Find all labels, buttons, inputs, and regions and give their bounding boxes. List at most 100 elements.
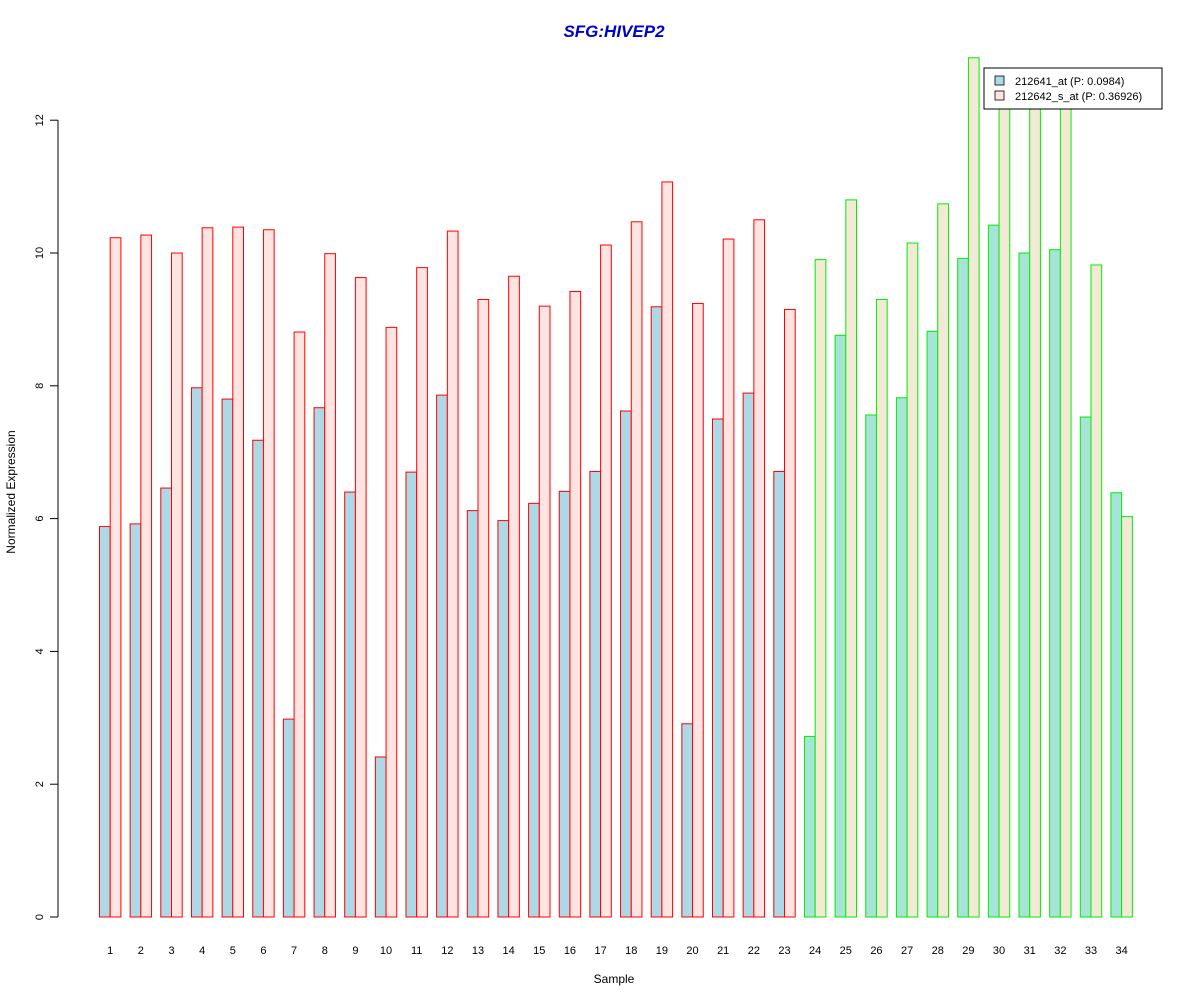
bar-212642-s-at xyxy=(140,234,153,918)
bar-212641-at xyxy=(282,718,295,918)
bar-212642-s-at xyxy=(1090,264,1103,918)
bar-212642-s-at xyxy=(508,275,520,918)
bar-212641-at xyxy=(681,723,694,918)
bar-212642-s-at xyxy=(1029,106,1041,918)
x-tick-label: 22 xyxy=(748,945,760,957)
x-tick-label: 10 xyxy=(380,945,392,957)
legend-label-212641-at: 212641_at (P: 0.0984) xyxy=(1015,76,1124,88)
x-tick-label: 5 xyxy=(230,945,236,957)
bar-212642-s-at xyxy=(416,267,428,918)
bar-212642-s-at xyxy=(569,291,582,918)
x-tick-labels: 1 2 3 4 5 6 7 8 9 10 11 12 13 14 15 16 17 18 19 20 21 22 23 24 2… xyxy=(107,945,1128,957)
x-axis-label: Sample xyxy=(594,972,635,986)
bar-212642-s-at xyxy=(171,252,183,918)
bar-212641-at xyxy=(558,490,571,918)
y-axis: 0 2 4 6 8 10 12 xyxy=(34,114,59,920)
x-tick-label: 17 xyxy=(594,945,606,957)
x-tick-label: 4 xyxy=(199,945,205,957)
bar-212641-at xyxy=(926,330,939,918)
bars-group xyxy=(99,57,1133,918)
x-tick-label: 12 xyxy=(441,945,453,957)
bar-212641-at xyxy=(1079,416,1092,918)
x-tick-label: 8 xyxy=(322,945,328,957)
x-tick-label: 2 xyxy=(138,945,144,957)
legend: 212641_at (P: 0.0984) 212642_s_at (P: 0.… xyxy=(983,67,1163,110)
bar-212641-at xyxy=(466,510,479,918)
bar-212642-s-at xyxy=(477,298,490,918)
x-tick-label: 31 xyxy=(1024,945,1036,957)
legend-label-212642-s-at: 212642_s_at (P: 0.36926) xyxy=(1015,91,1142,103)
x-tick-label: 3 xyxy=(168,945,174,957)
bar-212641-at xyxy=(99,526,111,918)
x-tick-label: 33 xyxy=(1085,945,1097,957)
bar-212642-s-at xyxy=(875,298,888,918)
bar-212642-s-at xyxy=(201,227,214,918)
bar-212642-s-at xyxy=(937,203,949,918)
x-tick-label: 27 xyxy=(901,945,913,957)
bar-212641-at xyxy=(436,394,448,918)
bar-212642-s-at xyxy=(784,308,796,918)
x-tick-label: 29 xyxy=(962,945,974,957)
bar-212641-at xyxy=(497,520,510,918)
bar-212642-s-at xyxy=(967,57,980,918)
legend-box xyxy=(983,67,1163,110)
x-tick-label: 34 xyxy=(1116,945,1128,957)
bar-212642-s-at xyxy=(109,237,122,918)
bar-212642-s-at xyxy=(906,242,919,918)
bar-212641-at xyxy=(834,334,847,918)
x-tick-label: 19 xyxy=(656,945,668,957)
bar-212641-at xyxy=(865,414,877,918)
x-tick-label: 28 xyxy=(932,945,944,957)
bar-212641-at xyxy=(160,487,173,918)
bar-212642-s-at xyxy=(630,221,643,918)
y-tick-label: 2 xyxy=(34,781,46,787)
legend-swatch-212641-at xyxy=(994,75,1005,86)
bar-212642-s-at xyxy=(1059,106,1072,918)
bar-212641-at xyxy=(252,439,264,918)
x-tick-label: 21 xyxy=(717,945,729,957)
x-tick-label: 15 xyxy=(533,945,545,957)
x-tick-label: 14 xyxy=(503,945,515,957)
bar-212641-at xyxy=(803,735,816,918)
bar-212642-s-at xyxy=(692,302,704,918)
bar-212641-at xyxy=(221,398,234,918)
y-tick-label: 0 xyxy=(34,914,46,920)
bar-212642-s-at xyxy=(661,181,674,918)
bar-212641-at xyxy=(313,407,326,918)
bar-212641-at xyxy=(712,418,724,918)
bar-212641-at xyxy=(895,397,908,918)
bar-212641-at xyxy=(620,410,632,918)
bar-212642-s-at xyxy=(722,238,735,918)
x-tick-label: 32 xyxy=(1054,945,1066,957)
bar-212641-at xyxy=(589,470,602,918)
bar-212641-at xyxy=(1018,252,1031,918)
bar-212641-at xyxy=(773,470,785,918)
bar-212641-at xyxy=(1110,492,1123,918)
bar-212642-s-at xyxy=(262,229,275,918)
bar-212641-at xyxy=(957,257,969,918)
x-tick-label: 25 xyxy=(840,945,852,957)
bar-212641-at xyxy=(528,502,540,918)
y-tick-label: 12 xyxy=(34,114,46,126)
bar-212642-s-at xyxy=(354,277,367,918)
x-tick-label: 7 xyxy=(291,945,297,957)
bar-212642-s-at xyxy=(232,226,245,918)
x-tick-label: 30 xyxy=(993,945,1005,957)
bar-212642-s-at xyxy=(845,199,857,918)
bar-212641-at xyxy=(742,392,755,918)
bar-212641-at xyxy=(190,387,203,918)
x-tick-label: 24 xyxy=(809,945,821,957)
x-tick-label: 11 xyxy=(411,945,422,957)
bar-212642-s-at xyxy=(998,106,1011,918)
y-tick-label: 4 xyxy=(34,648,46,654)
x-tick-label: 16 xyxy=(564,945,576,957)
x-tick-label: 20 xyxy=(686,945,698,957)
y-tick-label: 8 xyxy=(34,383,46,389)
bar-212641-at xyxy=(129,523,142,918)
bar-212642-s-at xyxy=(446,230,459,918)
bar-212641-at xyxy=(344,491,356,918)
x-tick-label: 18 xyxy=(625,945,637,957)
bar-212641-at xyxy=(405,471,418,918)
x-tick-label: 23 xyxy=(778,945,790,957)
